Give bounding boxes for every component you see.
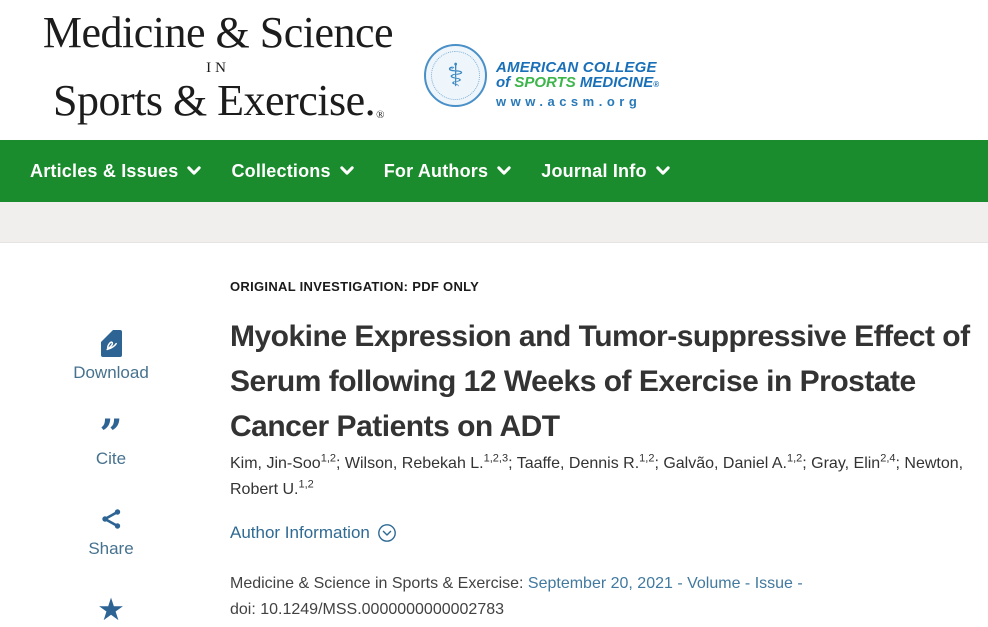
share-button[interactable]: Share — [58, 502, 164, 558]
citation-line: Medicine & Science in Sports & Exercise:… — [230, 571, 930, 597]
author-list: Kim, Jin-Soo1,2; Wilson, Rebekah L.1,2,3… — [230, 452, 964, 498]
citation-block: Medicine & Science in Sports & Exercise:… — [230, 571, 930, 623]
pdf-swirl-glyph — [105, 340, 117, 350]
sub-header-band — [0, 202, 988, 243]
author: Galvão, Daniel A.1,2 — [663, 452, 803, 472]
author-information-toggle[interactable]: Author Information — [230, 523, 397, 543]
chevron-down-icon — [497, 166, 511, 175]
acsm-wordmark: AMERICAN COLLEGE of SPORTS MEDICINE® www… — [496, 44, 659, 108]
share-label: Share — [88, 539, 134, 558]
chevron-down-icon — [655, 166, 670, 175]
citation-issue-link[interactable]: September 20, 2021 - Volume - Issue - — [527, 575, 803, 592]
download-button[interactable]: Download — [58, 326, 164, 382]
author-information-label: Author Information — [230, 523, 370, 542]
acsm-url: www.acsm.org — [496, 94, 642, 109]
share-icon — [101, 509, 120, 529]
citation-doi: doi: 10.1249/MSS.0000000000002783 — [230, 601, 505, 618]
star-icon: ★ — [97, 591, 125, 627]
article-title: Myokine Expression and Tumor-suppressive… — [230, 320, 970, 443]
article-type-eyebrow: ORIGINAL INVESTIGATION: PDF ONLY — [230, 279, 480, 294]
main-nav: Articles & Issues Collections For Author… — [0, 140, 988, 202]
pdf-fold-corner — [100, 329, 113, 342]
caduceus-icon: ⚕ — [446, 56, 465, 93]
cite-button[interactable]: ” Cite — [58, 412, 164, 468]
journal-logo[interactable]: Medicine & Science IN Sports & Exercise.… — [26, 8, 410, 135]
author: Wilson, Rebekah L.1,2,3 — [344, 452, 509, 472]
chevron-down-icon — [187, 166, 202, 175]
author: Taaffe, Dennis R.1,2 — [516, 452, 655, 472]
circle-chevron-down-icon — [377, 524, 396, 542]
registered-mark: ® — [376, 109, 385, 121]
citation-journal: Medicine & Science in Sports & Exercise: — [230, 575, 528, 592]
cite-label: Cite — [95, 449, 127, 468]
journal-logo-line2: IN — [206, 60, 230, 76]
download-label: Download — [73, 363, 149, 382]
nav-for-authors-label: For Authors — [383, 160, 489, 181]
chevron-down-icon — [340, 166, 354, 175]
author: Newton, Robert U.1,2 — [230, 455, 964, 498]
acsm-line1: AMERICAN COLLEGE — [496, 59, 657, 76]
nav-collections-label: Collections — [231, 160, 331, 181]
author: Gray, Elin2,4 — [811, 452, 896, 472]
nav-articles-issues-label: Articles & Issues — [30, 160, 179, 181]
nav-journal-info-label: Journal Info — [541, 160, 647, 181]
pdf-download-icon — [100, 329, 122, 357]
nav-collections[interactable]: Collections — [231, 160, 354, 182]
quote-icon: ” — [99, 411, 123, 458]
masthead: Medicine & Science IN Sports & Exercise.… — [0, 0, 988, 140]
acsm-line2: of SPORTS MEDICINE® — [496, 74, 660, 91]
nav-journal-info[interactable]: Journal Info — [541, 160, 670, 182]
author: Kim, Jin-Soo1,2 — [230, 452, 336, 472]
nav-for-authors[interactable]: For Authors — [384, 161, 512, 182]
favorite-button[interactable]: ★ — [58, 592, 164, 626]
journal-logo-line3: Sports & Exercise.® — [52, 76, 385, 125]
acsm-logo[interactable]: ⚕ AMERICAN COLLEGE of SPORTS MEDICINE® w… — [424, 44, 659, 108]
acsm-seal-icon: ⚕ — [424, 44, 487, 107]
nav-articles-issues[interactable]: Articles & Issues — [30, 160, 202, 182]
acsm-registered-mark: ® — [653, 80, 660, 89]
acsm-seal-ring — [431, 51, 480, 100]
journal-logo-line1: Medicine & Science — [42, 8, 394, 57]
